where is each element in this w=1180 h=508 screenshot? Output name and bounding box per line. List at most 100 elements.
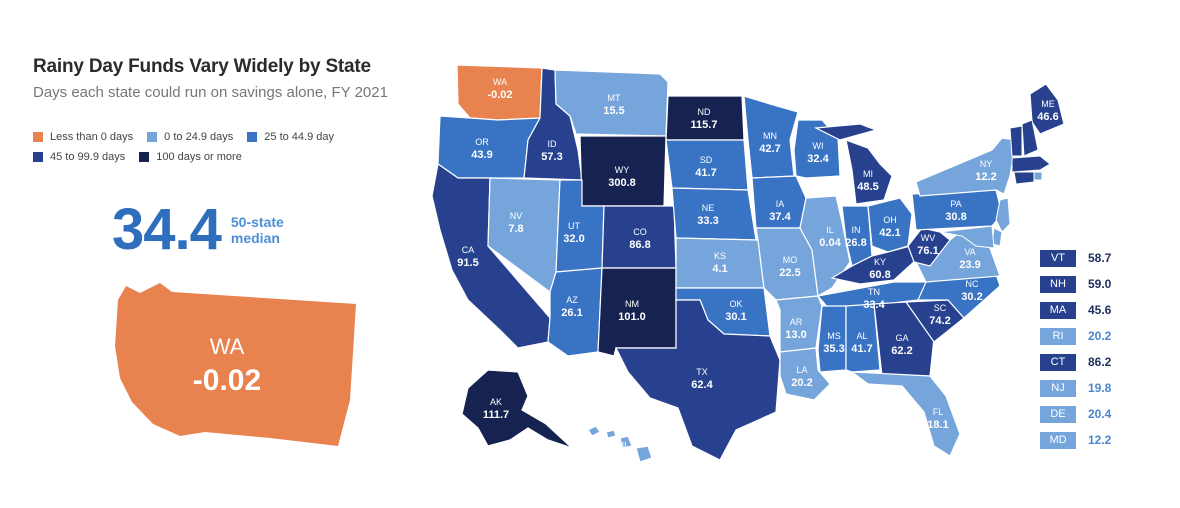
small-state-value: 19.8 [1088, 381, 1112, 395]
state-sd[interactable] [665, 139, 749, 191]
state-mt[interactable] [554, 69, 669, 137]
legend: Less than 0 days 0 to 24.9 days 25 to 44… [33, 131, 403, 171]
state-abbr-ca: CA [462, 245, 475, 255]
median-label: 50-state median [231, 214, 284, 246]
state-co[interactable] [601, 205, 677, 269]
state-abbr-ar: AR [790, 317, 803, 327]
state-value-co: 86.8 [629, 239, 650, 251]
state-al[interactable] [845, 303, 881, 373]
state-abbr-or: OR [475, 137, 489, 147]
small-state-abbr: NJ [1040, 379, 1076, 397]
wa-highlight-shape [115, 283, 356, 446]
state-abbr-wv: WV [921, 233, 936, 243]
state-la[interactable] [779, 347, 831, 401]
state-il[interactable] [799, 195, 851, 297]
state-ct[interactable] [1013, 171, 1035, 185]
state-value-wi: 32.4 [807, 153, 829, 165]
small-state-value: 59.0 [1088, 277, 1112, 291]
state-value-sc: 74.2 [929, 315, 950, 327]
state-nd[interactable] [665, 95, 745, 141]
legend-item-lt25: 0 to 24.9 days [147, 131, 233, 143]
small-state-abbr: VT [1040, 249, 1076, 267]
state-tx[interactable] [615, 299, 781, 461]
legend-swatch [33, 132, 43, 142]
small-state-value: 20.4 [1088, 407, 1112, 421]
state-nj[interactable] [995, 197, 1011, 233]
state-value-ak: 111.7 [483, 409, 509, 421]
state-value-wy: 300.8 [608, 177, 636, 189]
state-me[interactable] [1029, 83, 1065, 135]
state-oh[interactable] [867, 197, 913, 253]
median-callout: 34.4 50-state median [112, 196, 284, 263]
map-title: Rainy Day Funds Vary Widely by State [33, 56, 371, 77]
state-ms[interactable] [817, 305, 847, 373]
state-value-nc: 30.2 [961, 291, 982, 303]
small-state-row-de: DE 20.4 [1040, 401, 1111, 427]
state-abbr-sd: SD [700, 155, 713, 165]
state-md[interactable] [939, 225, 995, 249]
state-ma[interactable] [1011, 155, 1051, 173]
state-nh[interactable] [1021, 119, 1039, 157]
state-vt[interactable] [1009, 125, 1023, 157]
state-abbr-sc: SC [934, 303, 947, 313]
state-abbr-wy: WY [615, 165, 630, 175]
small-state-row-nh: NH 59.0 [1040, 271, 1111, 297]
state-value-mt: 15.5 [603, 105, 624, 117]
state-value-ky: 60.8 [869, 269, 890, 281]
legend-swatch [247, 132, 258, 142]
state-value-wv: 76.1 [917, 245, 938, 257]
state-hi[interactable] [587, 425, 653, 463]
state-ne[interactable] [671, 187, 757, 241]
state-abbr-ga: GA [895, 333, 908, 343]
state-ny[interactable] [915, 137, 1017, 197]
state-value-va: 23.9 [959, 259, 980, 271]
state-value-in: 26.8 [845, 237, 866, 249]
state-abbr-tx: TX [696, 367, 708, 377]
state-value-mn: 42.7 [759, 143, 780, 155]
state-ak[interactable] [461, 369, 573, 449]
state-abbr-nm: NM [625, 299, 639, 309]
state-value-mi: 48.5 [857, 181, 878, 193]
state-abbr-nc: NC [966, 279, 979, 289]
state-abbr-id: ID [548, 139, 558, 149]
small-state-row-md: MD 12.2 [1040, 427, 1111, 453]
state-abbr-hi: HI [618, 440, 627, 450]
state-value-ga: 62.2 [891, 345, 912, 357]
state-ri[interactable] [1033, 171, 1043, 181]
state-abbr-ms: MS [827, 331, 841, 341]
state-value-wa: -0.02 [487, 89, 512, 101]
state-abbr-tn: TN [868, 287, 880, 297]
small-state-row-ri: RI 20.2 [1040, 323, 1111, 349]
state-abbr-va: VA [964, 247, 975, 257]
state-value-ny: 12.2 [975, 171, 996, 183]
small-state-row-ct: CT 86.2 [1040, 349, 1111, 375]
state-value-nm: 101.0 [618, 311, 646, 323]
state-fl[interactable] [850, 371, 961, 457]
state-abbr-ny: NY [980, 159, 993, 169]
state-value-fl: 18.1 [927, 419, 948, 431]
small-state-abbr: RI [1040, 327, 1076, 345]
small-state-abbr: MA [1040, 301, 1076, 319]
legend-label: 25 to 44.9 day [264, 131, 335, 143]
legend-label: 45 to 99.9 days [50, 151, 126, 163]
state-mn[interactable] [743, 95, 799, 179]
state-mi[interactable] [813, 123, 893, 205]
state-abbr-ia: IA [776, 199, 785, 209]
state-value-ne: 33.3 [697, 215, 718, 227]
median-label-line1: 50-state [230, 213, 284, 230]
wa-highlight-abbr: WA [210, 334, 245, 359]
state-value-mo: 22.5 [779, 267, 800, 279]
state-abbr-oh: OH [883, 215, 897, 225]
state-value-ca: 91.5 [457, 257, 478, 269]
state-abbr-me: ME [1041, 99, 1055, 109]
state-abbr-ut: UT [568, 221, 580, 231]
legend-swatch [147, 132, 158, 142]
wa-highlight-value: -0.02 [193, 364, 261, 397]
wa-highlight-island [154, 291, 164, 301]
state-value-me: 46.6 [1037, 111, 1058, 123]
state-abbr-pa: PA [950, 199, 961, 209]
wa-highlight: WA -0.02 [115, 283, 356, 446]
legend-item-100-plus: 100 days or more [139, 151, 242, 163]
state-value-ia: 37.4 [769, 211, 791, 223]
